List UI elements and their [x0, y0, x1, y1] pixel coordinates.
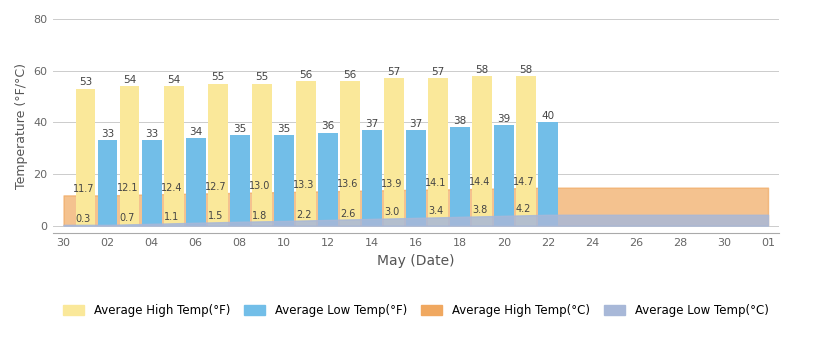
Text: 57: 57 [431, 67, 444, 77]
Bar [274, 135, 294, 226]
Text: 0.3: 0.3 [76, 214, 91, 224]
Text: 12.4: 12.4 [161, 182, 182, 193]
Bar [295, 81, 315, 226]
Bar [362, 130, 382, 226]
Text: 12.7: 12.7 [205, 182, 227, 192]
Bar [230, 135, 250, 226]
Y-axis label: Temperature (°F/°C): Temperature (°F/°C) [15, 63, 28, 189]
Bar [383, 79, 403, 226]
Text: 35: 35 [277, 124, 290, 134]
Text: 54: 54 [123, 75, 136, 85]
Text: 53: 53 [79, 77, 92, 88]
Text: 13.9: 13.9 [381, 179, 403, 189]
X-axis label: May (Date): May (Date) [377, 254, 455, 268]
Bar [516, 76, 535, 226]
Text: 56: 56 [343, 70, 356, 80]
Bar [406, 130, 426, 226]
Text: 13.6: 13.6 [337, 180, 359, 189]
Text: 55: 55 [255, 72, 268, 82]
Text: 13.3: 13.3 [293, 180, 315, 190]
Text: 38: 38 [453, 116, 466, 126]
Text: 1.8: 1.8 [251, 211, 267, 220]
Text: 35: 35 [233, 124, 247, 134]
Text: 56: 56 [299, 70, 312, 80]
Text: 58: 58 [520, 64, 533, 75]
Text: 3.0: 3.0 [384, 207, 399, 218]
Text: 13.0: 13.0 [249, 181, 270, 191]
Bar [120, 86, 139, 226]
Bar [251, 84, 271, 226]
Bar [450, 127, 470, 226]
Bar [142, 140, 162, 226]
Text: 3.8: 3.8 [472, 205, 487, 215]
Text: 4.2: 4.2 [516, 205, 531, 214]
Text: 36: 36 [321, 121, 334, 131]
Bar [472, 76, 491, 226]
Legend: Average High Temp(°F), Average Low Temp(°F), Average High Temp(°C), Average Low : Average High Temp(°F), Average Low Temp(… [58, 299, 774, 322]
Bar [186, 138, 206, 226]
Bar [208, 84, 227, 226]
Text: 39: 39 [497, 114, 510, 123]
Text: 14.7: 14.7 [513, 177, 535, 187]
Text: 34: 34 [189, 126, 203, 136]
Bar [538, 122, 558, 226]
Text: 12.1: 12.1 [117, 183, 138, 193]
Bar [98, 140, 118, 226]
Text: 11.7: 11.7 [72, 184, 94, 194]
Text: 57: 57 [387, 67, 400, 77]
Text: 55: 55 [211, 72, 224, 82]
Bar [494, 125, 514, 226]
Text: 33: 33 [145, 129, 159, 139]
Text: 2.6: 2.6 [339, 209, 355, 219]
Text: 14.4: 14.4 [469, 177, 491, 188]
Bar [76, 89, 95, 226]
Bar [339, 81, 359, 226]
Text: 1.5: 1.5 [208, 211, 223, 221]
Text: 1.1: 1.1 [164, 212, 179, 222]
Text: 54: 54 [167, 75, 180, 85]
Text: 58: 58 [476, 64, 488, 75]
Text: 0.7: 0.7 [120, 214, 135, 223]
Bar [318, 132, 338, 226]
Text: 37: 37 [365, 119, 378, 129]
Text: 37: 37 [409, 119, 422, 129]
Text: 33: 33 [101, 129, 115, 139]
Bar [428, 79, 447, 226]
Text: 3.4: 3.4 [428, 206, 443, 216]
Bar [164, 86, 183, 226]
Text: 14.1: 14.1 [425, 178, 447, 188]
Text: 40: 40 [541, 111, 554, 121]
Text: 2.2: 2.2 [295, 210, 311, 219]
